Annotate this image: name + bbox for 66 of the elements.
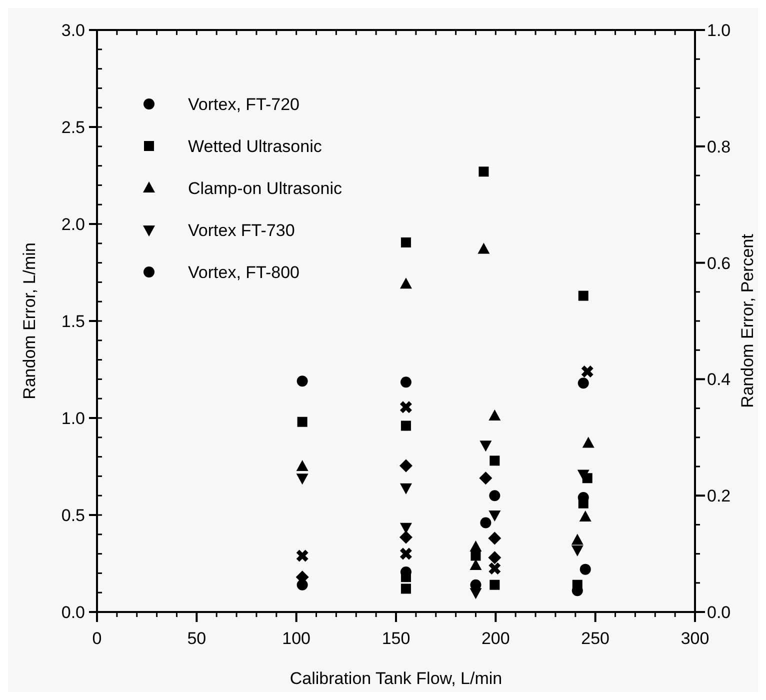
y2-tick-label: 0.8	[707, 137, 731, 156]
point	[581, 365, 594, 378]
point	[400, 401, 412, 414]
y2-tick-label: 0.4	[707, 370, 731, 390]
point	[297, 416, 308, 427]
y-tick-label: 2.5	[61, 118, 85, 137]
point	[400, 483, 412, 494]
y-tick-label: 3.0	[61, 20, 85, 40]
y2-tick-label: 1.0	[707, 20, 731, 40]
point	[490, 456, 500, 466]
point	[400, 548, 412, 560]
point	[571, 545, 584, 556]
legend-label: Vortex, FT-720	[188, 94, 300, 114]
point	[400, 237, 411, 248]
point	[399, 530, 412, 544]
point	[478, 242, 490, 254]
point	[577, 470, 590, 481]
x-tick-label: 300	[680, 629, 710, 648]
y-tick-label: 0.5	[61, 506, 85, 525]
legend-label: Vortex FT-730	[188, 220, 295, 240]
point	[488, 410, 501, 421]
x-tick-label: 150	[382, 629, 410, 648]
point	[579, 510, 592, 522]
legend-label: Wetted Ultrasonic	[188, 136, 322, 156]
point	[578, 378, 589, 389]
point	[571, 534, 584, 545]
y-tick-label: 0.0	[61, 602, 85, 622]
legend-label: Clamp-on Ultrasonic	[188, 178, 342, 198]
point	[488, 510, 501, 522]
point	[478, 166, 489, 177]
point	[400, 420, 411, 431]
x-tick-label: 200	[481, 629, 510, 648]
point	[578, 290, 588, 301]
y2-tick-label: 0.0	[707, 602, 731, 622]
y-tick-label: 2.0	[61, 214, 85, 234]
y-tick-label: 1.5	[61, 312, 85, 331]
y2-tick-label: 0.2	[707, 486, 731, 506]
point	[470, 540, 482, 552]
y2-tick-label: 0.6	[707, 254, 731, 273]
y2-axis-title: Random Error, Percent	[738, 234, 757, 408]
point	[488, 532, 502, 545]
x-tick-label: 250	[581, 629, 610, 648]
point	[400, 278, 412, 289]
point	[296, 460, 308, 471]
point	[400, 376, 412, 388]
x-tick-label: 100	[282, 629, 311, 648]
y-axis-title: Random Error, L/min	[20, 242, 39, 400]
x-tick-label: 50	[187, 629, 206, 648]
point	[582, 436, 594, 448]
point	[580, 564, 591, 575]
x-axis-title: Calibration Tank Flow, L/min	[290, 669, 502, 688]
point	[480, 440, 492, 452]
point	[296, 474, 308, 485]
point	[489, 490, 500, 502]
point	[400, 584, 411, 594]
legend-label: Vortex, FT-800	[188, 262, 300, 282]
point	[296, 376, 308, 387]
point	[488, 562, 501, 575]
point	[399, 459, 412, 472]
point	[479, 472, 492, 485]
y-tick-label: 1.0	[61, 408, 85, 428]
x-tick-label: 0	[92, 629, 102, 648]
point	[296, 550, 308, 562]
point	[480, 517, 492, 528]
point	[490, 580, 500, 590]
point	[488, 551, 502, 564]
